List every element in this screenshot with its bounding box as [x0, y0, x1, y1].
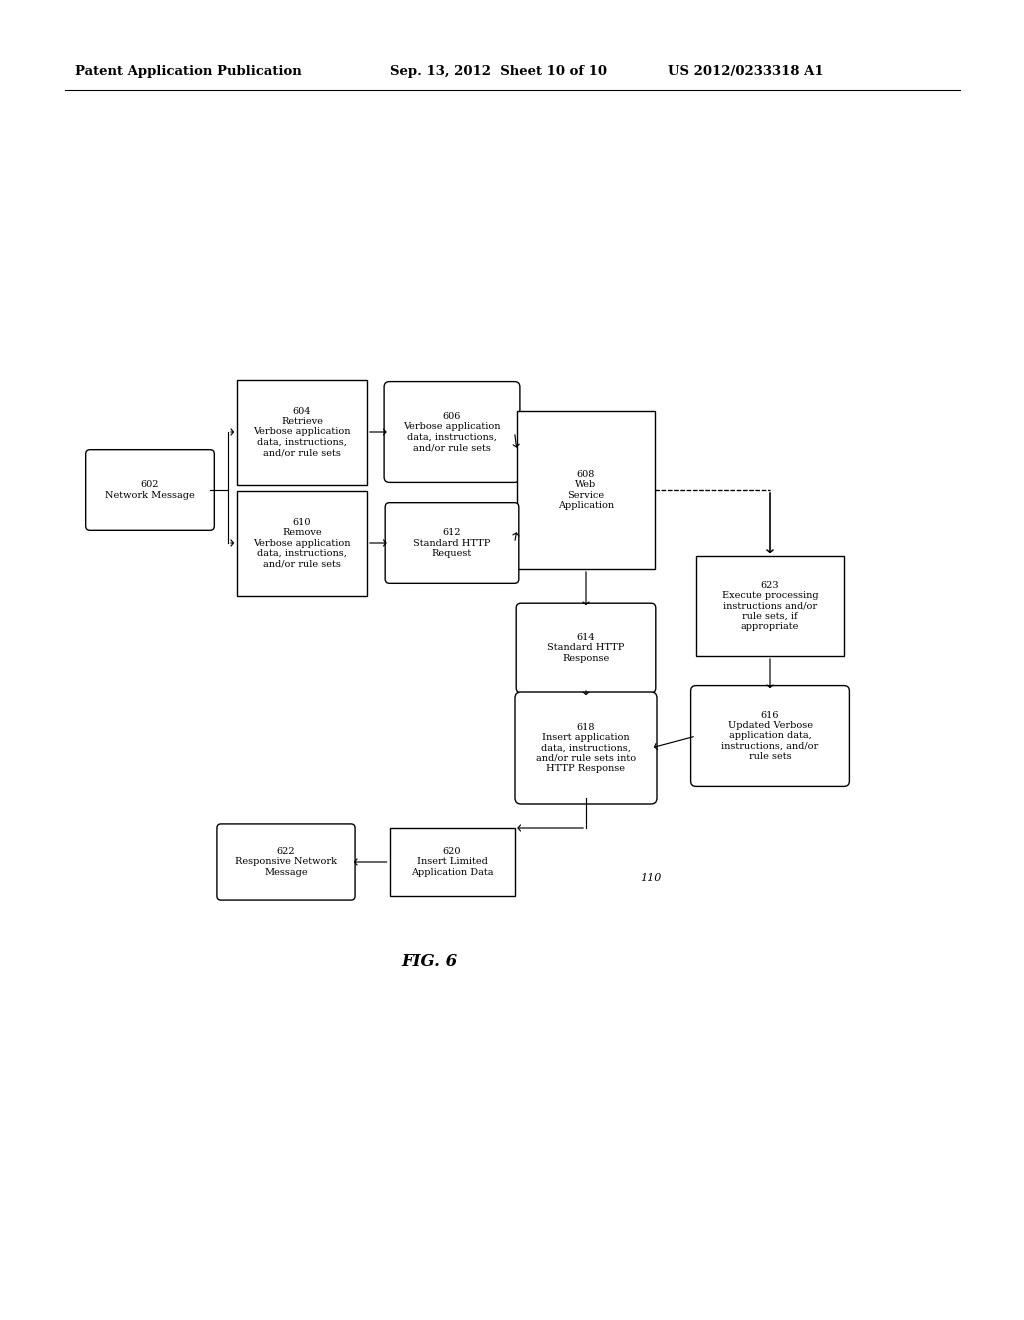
FancyBboxPatch shape [690, 685, 849, 787]
Text: 612
Standard HTTP
Request: 612 Standard HTTP Request [414, 528, 490, 558]
Text: Patent Application Publication: Patent Application Publication [75, 66, 302, 78]
Text: 618
Insert application
data, instructions,
and/or rule sets into
HTTP Response: 618 Insert application data, instruction… [536, 723, 636, 774]
Bar [237, 380, 367, 484]
Text: 610
Remove
Verbose application
data, instructions,
and/or rule sets: 610 Remove Verbose application data, ins… [253, 517, 351, 569]
Text: 606
Verbose application
data, instructions,
and/or rule sets: 606 Verbose application data, instructio… [403, 412, 501, 451]
Bar [389, 828, 514, 896]
Text: 614
Standard HTTP
Response: 614 Standard HTTP Response [547, 634, 625, 663]
Bar [517, 411, 655, 569]
Text: 620
Insert Limited
Application Data: 620 Insert Limited Application Data [411, 847, 494, 876]
Text: Sep. 13, 2012  Sheet 10 of 10: Sep. 13, 2012 Sheet 10 of 10 [390, 66, 607, 78]
Bar [696, 556, 844, 656]
Bar [237, 491, 367, 595]
Text: 608
Web
Service
Application: 608 Web Service Application [558, 470, 614, 510]
Text: 604
Retrieve
Verbose application
data, instructions,
and/or rule sets: 604 Retrieve Verbose application data, i… [253, 407, 351, 457]
Text: FIG. 6: FIG. 6 [401, 953, 458, 970]
FancyBboxPatch shape [86, 450, 214, 531]
FancyBboxPatch shape [217, 824, 355, 900]
FancyBboxPatch shape [515, 692, 657, 804]
FancyBboxPatch shape [384, 381, 520, 482]
Text: 602
Network Message: 602 Network Message [105, 480, 195, 500]
Text: 616
Updated Verbose
application data,
instructions, and/or
rule sets: 616 Updated Verbose application data, in… [721, 710, 818, 762]
Text: 110: 110 [640, 873, 662, 883]
FancyBboxPatch shape [516, 603, 655, 693]
Text: 623
Execute processing
instructions and/or
rule sets, if
appropriate: 623 Execute processing instructions and/… [722, 581, 818, 631]
Text: US 2012/0233318 A1: US 2012/0233318 A1 [668, 66, 823, 78]
Text: 622
Responsive Network
Message: 622 Responsive Network Message [234, 847, 337, 876]
FancyBboxPatch shape [385, 503, 519, 583]
